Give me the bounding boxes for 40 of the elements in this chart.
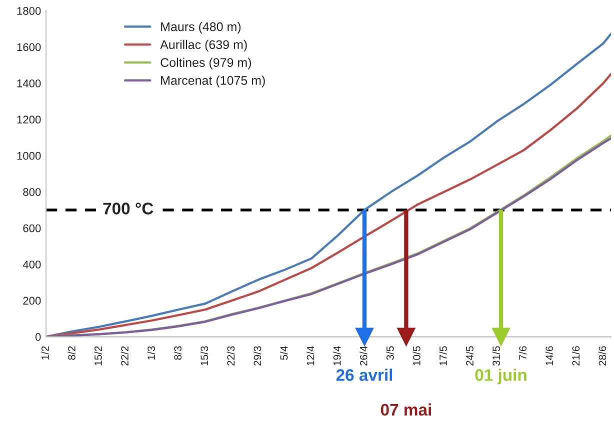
legend-label: Maurs (480 m) — [161, 22, 241, 34]
x-tick-label: 19/4 — [333, 346, 341, 366]
ref-line-label: 01 juin — [475, 368, 526, 384]
legend-label: Coltines (979 m) — [160, 58, 252, 70]
x-tick-label: 28/6 — [598, 346, 606, 366]
y-tick-label: 1600 — [17, 43, 41, 52]
x-tick-label: 24/5 — [466, 346, 474, 366]
x-tick-label: 12/4 — [306, 346, 314, 366]
x-tick-label: 26/4 — [360, 346, 368, 366]
x-tick-label: 1/2 — [41, 346, 49, 360]
y-tick-label: 800 — [23, 188, 41, 196]
legend-label: Aurillac (639 m) — [160, 40, 247, 52]
y-tick-label: 1400 — [17, 79, 41, 88]
x-tick-label: 22/3 — [226, 346, 235, 366]
x-tick-label: 21/6 — [572, 346, 580, 366]
x-tick-label: 29/3 — [254, 346, 262, 366]
x-tick-label: 22/2 — [120, 346, 128, 366]
x-tick-label: 15/3 — [200, 346, 208, 366]
y-tick-label: 200 — [23, 296, 41, 305]
x-tick-label: 8/3 — [174, 346, 182, 360]
x-tick-label: 7/6 — [518, 346, 527, 360]
ref-line-label: 26 avril — [336, 368, 392, 381]
y-tick-label: 0 — [35, 333, 41, 341]
x-tick-label: 8/2 — [68, 346, 76, 360]
x-tick-label: 15/2 — [94, 346, 102, 366]
y-tick-label: 400 — [22, 260, 41, 268]
x-tick-label: 31/5 — [492, 346, 500, 366]
x-tick-label: 17/5 — [439, 346, 447, 366]
y-tick-label: 1000 — [17, 152, 41, 160]
x-tick-label: 10/5 — [412, 346, 420, 366]
y-tick-label: 1200 — [17, 116, 41, 124]
ref-line-label: 700 °C — [103, 202, 154, 214]
legend-label: Marcenat (1075 m) — [161, 76, 265, 88]
y-tick-label: 600 — [23, 224, 41, 232]
ref-line-label: 07 mai — [380, 403, 431, 416]
x-tick-label: 3/5 — [386, 346, 394, 360]
x-tick-label: 5/4 — [280, 346, 288, 360]
y-tick-label: 1800 — [17, 6, 41, 15]
x-tick-label: 14/6 — [545, 346, 554, 366]
x-tick-label: 1/3 — [147, 346, 155, 360]
